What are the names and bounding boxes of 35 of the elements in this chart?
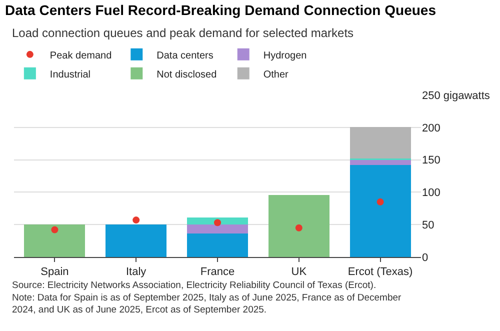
point (132, 216, 140, 224)
y-tick-label: 0 (422, 252, 428, 264)
legend-label: Peak demand (50, 50, 112, 62)
bar (186, 217, 248, 225)
legend-label: Hydrogen (263, 50, 307, 62)
y-tick-label: 150 (422, 154, 440, 167)
x-tick-label: France (200, 266, 235, 278)
x-tick-label: Spain (40, 266, 69, 278)
bar (106, 224, 167, 257)
chart-title: Data Centers Fuel Record-Breaking Demand Connection Queues (5, 2, 436, 18)
x-tick-label: Ercot (Texas) (348, 266, 413, 278)
bar (350, 160, 411, 165)
x-tick-label: UK (291, 266, 308, 278)
bar (186, 224, 248, 234)
text: Note: Data for Spain is as of September 2025, Italy as of June 2025, France as of December 2024, and UK as of June 2025, Ercot as of September 2025. (12, 292, 402, 316)
legend-label: Industrial (50, 69, 91, 80)
point (214, 219, 221, 226)
legend-label: Not disclosed (156, 69, 217, 80)
y-tick-label: 250 gigawatts (422, 90, 490, 102)
bar (24, 224, 86, 257)
chart-subtitle: Load connection queues and peak demand for selected markets (12, 26, 354, 40)
y-tick-label: 200 (422, 122, 440, 134)
bar (350, 126, 411, 158)
point (51, 226, 58, 234)
x-tick-label: Italy (126, 266, 147, 278)
legend-label: Other (263, 69, 290, 80)
source-note: Source: Electricity Networks Association, Electricity Reliability Council of Texas (Ercot). (12, 280, 376, 291)
y-tick-label: 100 (422, 187, 440, 200)
bar (186, 234, 248, 257)
point (295, 224, 302, 232)
point (376, 198, 384, 206)
bar (268, 194, 330, 257)
y-tick-label: 50 (422, 219, 434, 232)
legend-label: Data centers (156, 50, 214, 62)
bar (350, 164, 411, 257)
